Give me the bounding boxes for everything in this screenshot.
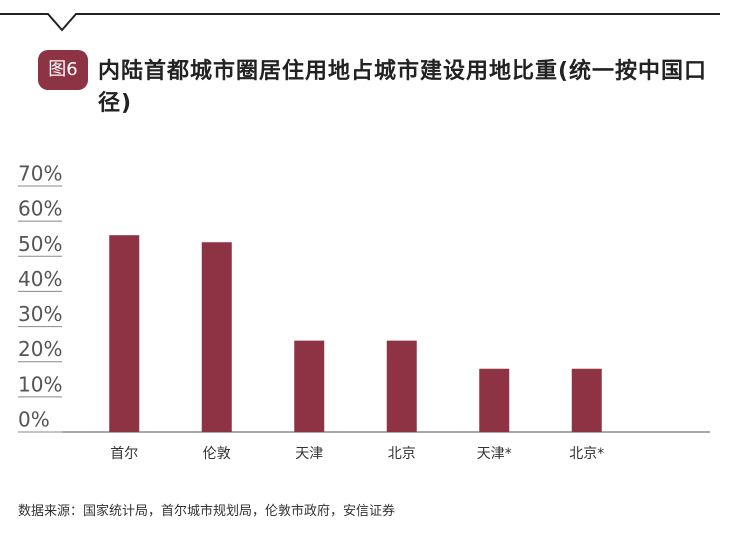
bar [386,340,417,432]
bar [201,242,232,432]
y-tick-label: 10% [18,372,62,396]
y-tick-label: 60% [18,197,62,221]
bar [109,235,140,432]
header-rule [0,13,720,32]
x-tick-label: 天津 [295,446,323,462]
x-tick-label: 首尔 [110,446,138,462]
x-tick-label: 伦敦 [203,446,231,462]
bar [294,340,325,432]
y-tick-label: 40% [18,267,62,291]
y-tick-label: 70% [18,162,62,186]
y-tick-label: 30% [18,302,62,326]
x-tick-label: 天津* [477,446,512,462]
chart-title: 内陆首都城市圈居住用地占城市建设用地比重(统一按中国口径) [98,59,708,116]
y-tick-label: 20% [18,337,62,361]
x-tick-label: 北京 [388,446,416,462]
bar [571,368,602,432]
y-tick-label: 50% [18,232,62,256]
bar [479,368,510,432]
y-tick-label: 0% [18,408,50,432]
figure-badge: 图6 [38,50,88,90]
x-tick-label: 北京* [569,446,604,462]
source-note: 数据来源：国家统计局，首尔城市规划局，伦敦市政府，安信证券 [18,504,396,519]
